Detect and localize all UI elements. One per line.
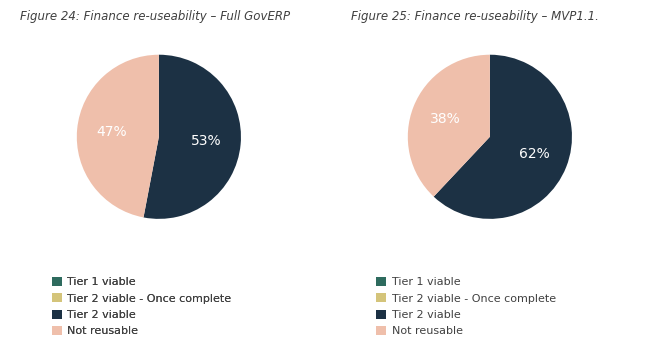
Text: Figure 25: Finance re-useability – MVP1.1.: Figure 25: Finance re-useability – MVP1.… — [351, 10, 598, 23]
Text: Figure 24: Finance re-useability – Full GovERP: Figure 24: Finance re-useability – Full … — [20, 10, 290, 23]
Text: 38%: 38% — [430, 112, 461, 126]
Legend: Tier 1 viable, Tier 2 viable - Once complete, Tier 2 viable, Not reusable: Tier 1 viable, Tier 2 viable - Once comp… — [52, 277, 232, 337]
Text: 62%: 62% — [519, 147, 549, 161]
Wedge shape — [434, 55, 572, 219]
Wedge shape — [77, 55, 159, 218]
Wedge shape — [144, 55, 241, 219]
Legend: Tier 1 viable, Tier 2 viable - Once complete, Tier 2 viable, Not reusable: Tier 1 viable, Tier 2 viable - Once comp… — [376, 277, 556, 337]
Text: 47%: 47% — [96, 125, 127, 139]
Text: 53%: 53% — [191, 134, 222, 148]
Wedge shape — [408, 55, 490, 197]
